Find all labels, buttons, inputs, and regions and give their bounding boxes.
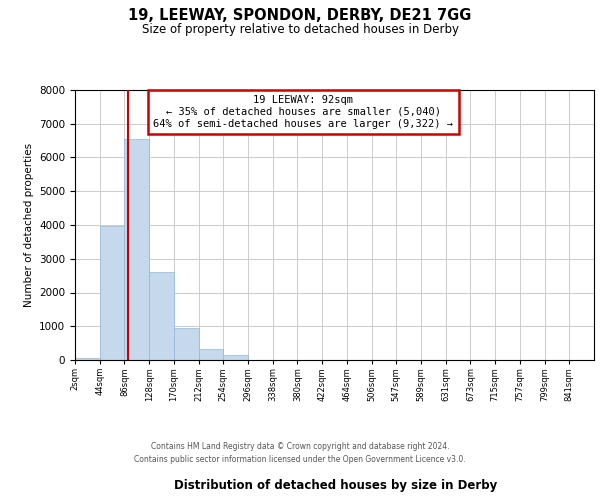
Bar [100,226,124,360]
Bar [75,358,100,360]
Bar [124,139,149,360]
Bar [223,356,248,360]
Text: Contains public sector information licensed under the Open Government Licence v3: Contains public sector information licen… [134,455,466,464]
Bar [149,272,174,360]
Text: Contains HM Land Registry data © Crown copyright and database right 2024.: Contains HM Land Registry data © Crown c… [151,442,449,451]
Text: Size of property relative to detached houses in Derby: Size of property relative to detached ho… [142,22,458,36]
Bar [174,328,199,360]
Y-axis label: Number of detached properties: Number of detached properties [23,143,34,307]
Text: 19, LEEWAY, SPONDON, DERBY, DE21 7GG: 19, LEEWAY, SPONDON, DERBY, DE21 7GG [128,8,472,22]
Text: 19 LEEWAY: 92sqm
← 35% of detached houses are smaller (5,040)
64% of semi-detach: 19 LEEWAY: 92sqm ← 35% of detached house… [154,96,454,128]
Text: Distribution of detached houses by size in Derby: Distribution of detached houses by size … [175,480,497,492]
Bar [199,349,223,360]
